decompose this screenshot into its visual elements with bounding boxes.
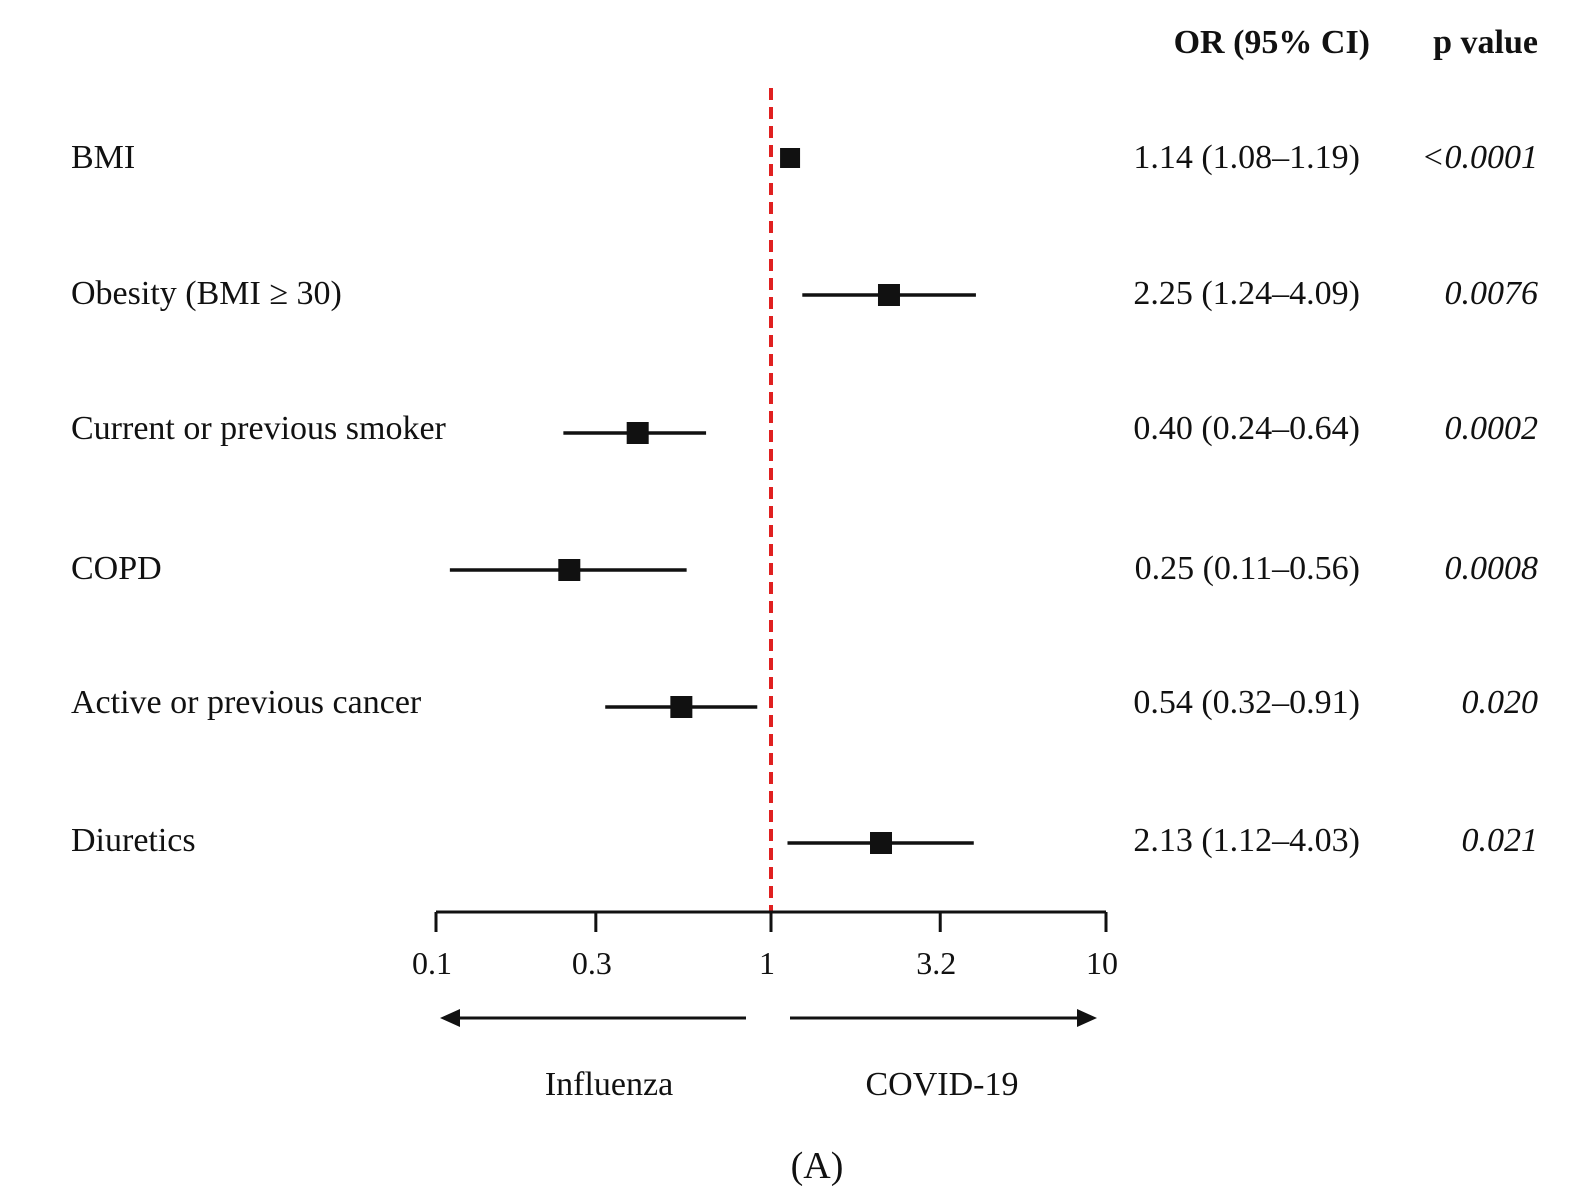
x-tick-label: 1: [759, 945, 775, 981]
p-value: 0.020: [1462, 684, 1539, 721]
row-label: Current or previous smoker: [71, 410, 447, 447]
direction-arrows: [440, 1009, 1097, 1027]
row-label: COPD: [71, 550, 162, 587]
row-label: Active or previous cancer: [71, 684, 422, 721]
or-marker: [670, 696, 693, 718]
direction-label-right: COVID-19: [866, 1066, 1019, 1103]
row-label: Obesity (BMI ≥ 30): [71, 275, 342, 312]
row-label: BMI: [71, 139, 135, 176]
x-tick-label: 0.1: [412, 945, 452, 981]
row-label: Diuretics: [71, 822, 196, 859]
or-marker: [780, 148, 801, 168]
forest-row: Obesity (BMI ≥ 30) 2.25 (1.24–4.09) 0.0076: [71, 275, 1538, 312]
forest-row: COPD 0.25 (0.11–0.56) 0.0008: [71, 550, 1538, 587]
or-marker: [558, 559, 581, 581]
forest-row: BMI 1.14 (1.08–1.19) <0.0001: [71, 139, 1538, 176]
header-or-ci: OR (95% CI): [1174, 24, 1370, 61]
or-ci-value: 1.14 (1.08–1.19): [1133, 139, 1360, 176]
or-marker: [626, 422, 649, 444]
or-ci-value: 0.40 (0.24–0.64): [1133, 410, 1360, 447]
x-axis: 0.1 0.3 1 3.2 10: [412, 910, 1118, 981]
or-ci-value: 0.25 (0.11–0.56): [1135, 550, 1360, 587]
or-ci-value: 0.54 (0.32–0.91): [1133, 684, 1360, 721]
arrow-right-head: [1077, 1009, 1097, 1027]
p-value: 0.021: [1462, 822, 1539, 859]
direction-label-left: Influenza: [545, 1066, 673, 1103]
or-ci-value: 2.13 (1.12–4.03): [1133, 822, 1360, 859]
or-marker: [870, 832, 893, 854]
panel-label: (A): [791, 1145, 844, 1187]
forest-rows: BMI 1.14 (1.08–1.19) <0.0001 Obesity (BMI ≥…: [71, 139, 1538, 859]
forest-row: Current or previous smoker 0.40 (0.24–0.6…: [71, 410, 1538, 447]
forest-row: Diuretics 2.13 (1.12–4.03) 0.021: [71, 822, 1538, 859]
or-ci-value: 2.25 (1.24–4.09): [1133, 275, 1360, 312]
p-value: 0.0076: [1445, 275, 1539, 312]
or-marker: [877, 284, 900, 306]
x-tick-label: 0.3: [572, 945, 612, 981]
p-value: <0.0001: [1422, 139, 1538, 176]
x-tick-label: 3.2: [916, 945, 956, 981]
arrow-left-head: [440, 1009, 460, 1027]
forest-row: Active or previous cancer 0.54 (0.32–0.91…: [71, 684, 1538, 721]
p-value: 0.0002: [1445, 410, 1539, 447]
header-p-value: p value: [1433, 24, 1538, 61]
p-value: 0.0008: [1445, 550, 1539, 587]
x-tick-label: 10: [1086, 945, 1118, 981]
